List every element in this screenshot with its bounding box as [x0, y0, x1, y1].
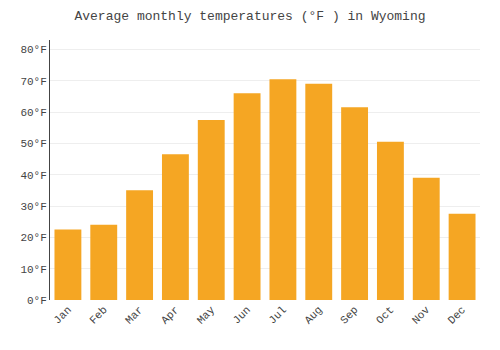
svg-text:Apr: Apr: [159, 304, 181, 326]
svg-text:Jan: Jan: [51, 304, 73, 326]
svg-text:70°F: 70°F: [20, 76, 46, 88]
svg-text:60°F: 60°F: [20, 107, 46, 119]
svg-text:Dec: Dec: [446, 304, 468, 326]
svg-text:Feb: Feb: [87, 304, 109, 326]
svg-text:Jul: Jul: [266, 304, 288, 326]
svg-text:0°F: 0°F: [27, 295, 47, 307]
svg-text:30°F: 30°F: [20, 201, 46, 213]
svg-text:May: May: [195, 304, 218, 327]
svg-text:Sep: Sep: [338, 304, 360, 326]
svg-text:10°F: 10°F: [20, 264, 46, 276]
svg-text:Jun: Jun: [231, 304, 253, 326]
svg-text:80°F: 80°F: [20, 44, 46, 56]
svg-text:Average monthly temperatures (: Average monthly temperatures (°F ) in Wy…: [74, 9, 425, 24]
svg-text:Oct: Oct: [374, 304, 396, 326]
svg-text:Mar: Mar: [123, 304, 145, 326]
svg-text:50°F: 50°F: [20, 138, 46, 150]
svg-text:20°F: 20°F: [20, 232, 46, 244]
svg-text:Aug: Aug: [302, 304, 324, 326]
svg-text:Nov: Nov: [410, 304, 433, 327]
svg-text:40°F: 40°F: [20, 170, 46, 182]
